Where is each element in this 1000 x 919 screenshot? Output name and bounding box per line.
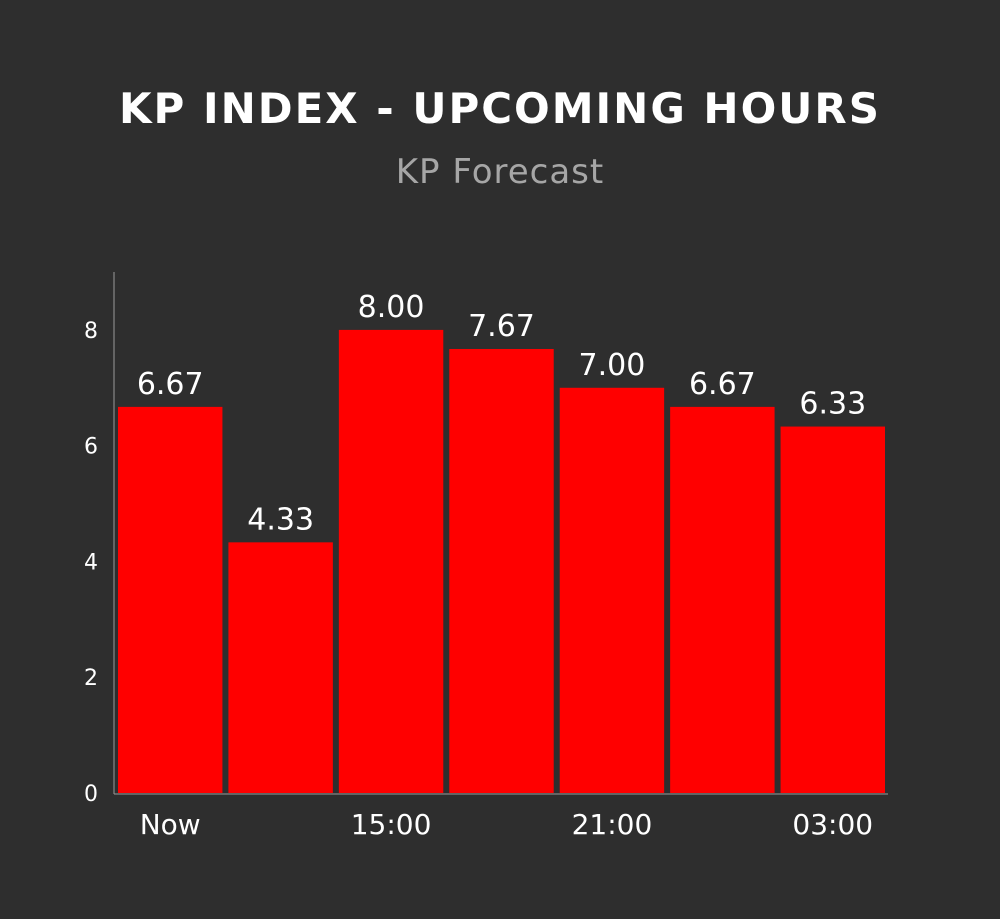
x-axis: Now 15:00 21:00 03:00 bbox=[114, 793, 888, 841]
bar-value-label: 6.67 bbox=[137, 367, 204, 402]
bar-value-labels: 6.67 4.33 8.00 7.67 7.00 6.67 6.33 bbox=[137, 290, 866, 537]
x-category-label: 03:00 bbox=[792, 808, 873, 841]
bars bbox=[118, 329, 885, 793]
bar-value-label: 7.67 bbox=[468, 309, 535, 344]
bar-value-label: 6.67 bbox=[689, 367, 756, 402]
bar-value-label: 4.33 bbox=[247, 502, 314, 537]
y-tick-label: 6 bbox=[84, 435, 98, 460]
y-axis: 0 2 4 6 8 bbox=[84, 272, 115, 807]
y-tick-label: 0 bbox=[84, 782, 98, 807]
bar bbox=[559, 387, 665, 793]
bar bbox=[780, 426, 885, 793]
chart-subtitle: KP Forecast bbox=[395, 152, 605, 192]
bar bbox=[338, 329, 444, 793]
bar-value-label: 6.33 bbox=[799, 387, 866, 422]
y-tick-label: 8 bbox=[84, 319, 98, 344]
y-tick-label: 2 bbox=[84, 666, 98, 691]
x-category-label: Now bbox=[140, 808, 201, 841]
chart-title: KP INDEX - UPCOMING HOURS bbox=[119, 84, 881, 133]
x-category-label: 15:00 bbox=[351, 808, 432, 841]
x-category-label: 21:00 bbox=[572, 808, 653, 841]
bar bbox=[228, 542, 333, 793]
bar-value-label: 8.00 bbox=[358, 290, 425, 325]
y-tick-label: 4 bbox=[84, 550, 98, 575]
bar bbox=[449, 348, 554, 793]
bar bbox=[118, 406, 223, 793]
bar bbox=[670, 406, 775, 793]
bar-value-label: 7.00 bbox=[579, 348, 646, 383]
